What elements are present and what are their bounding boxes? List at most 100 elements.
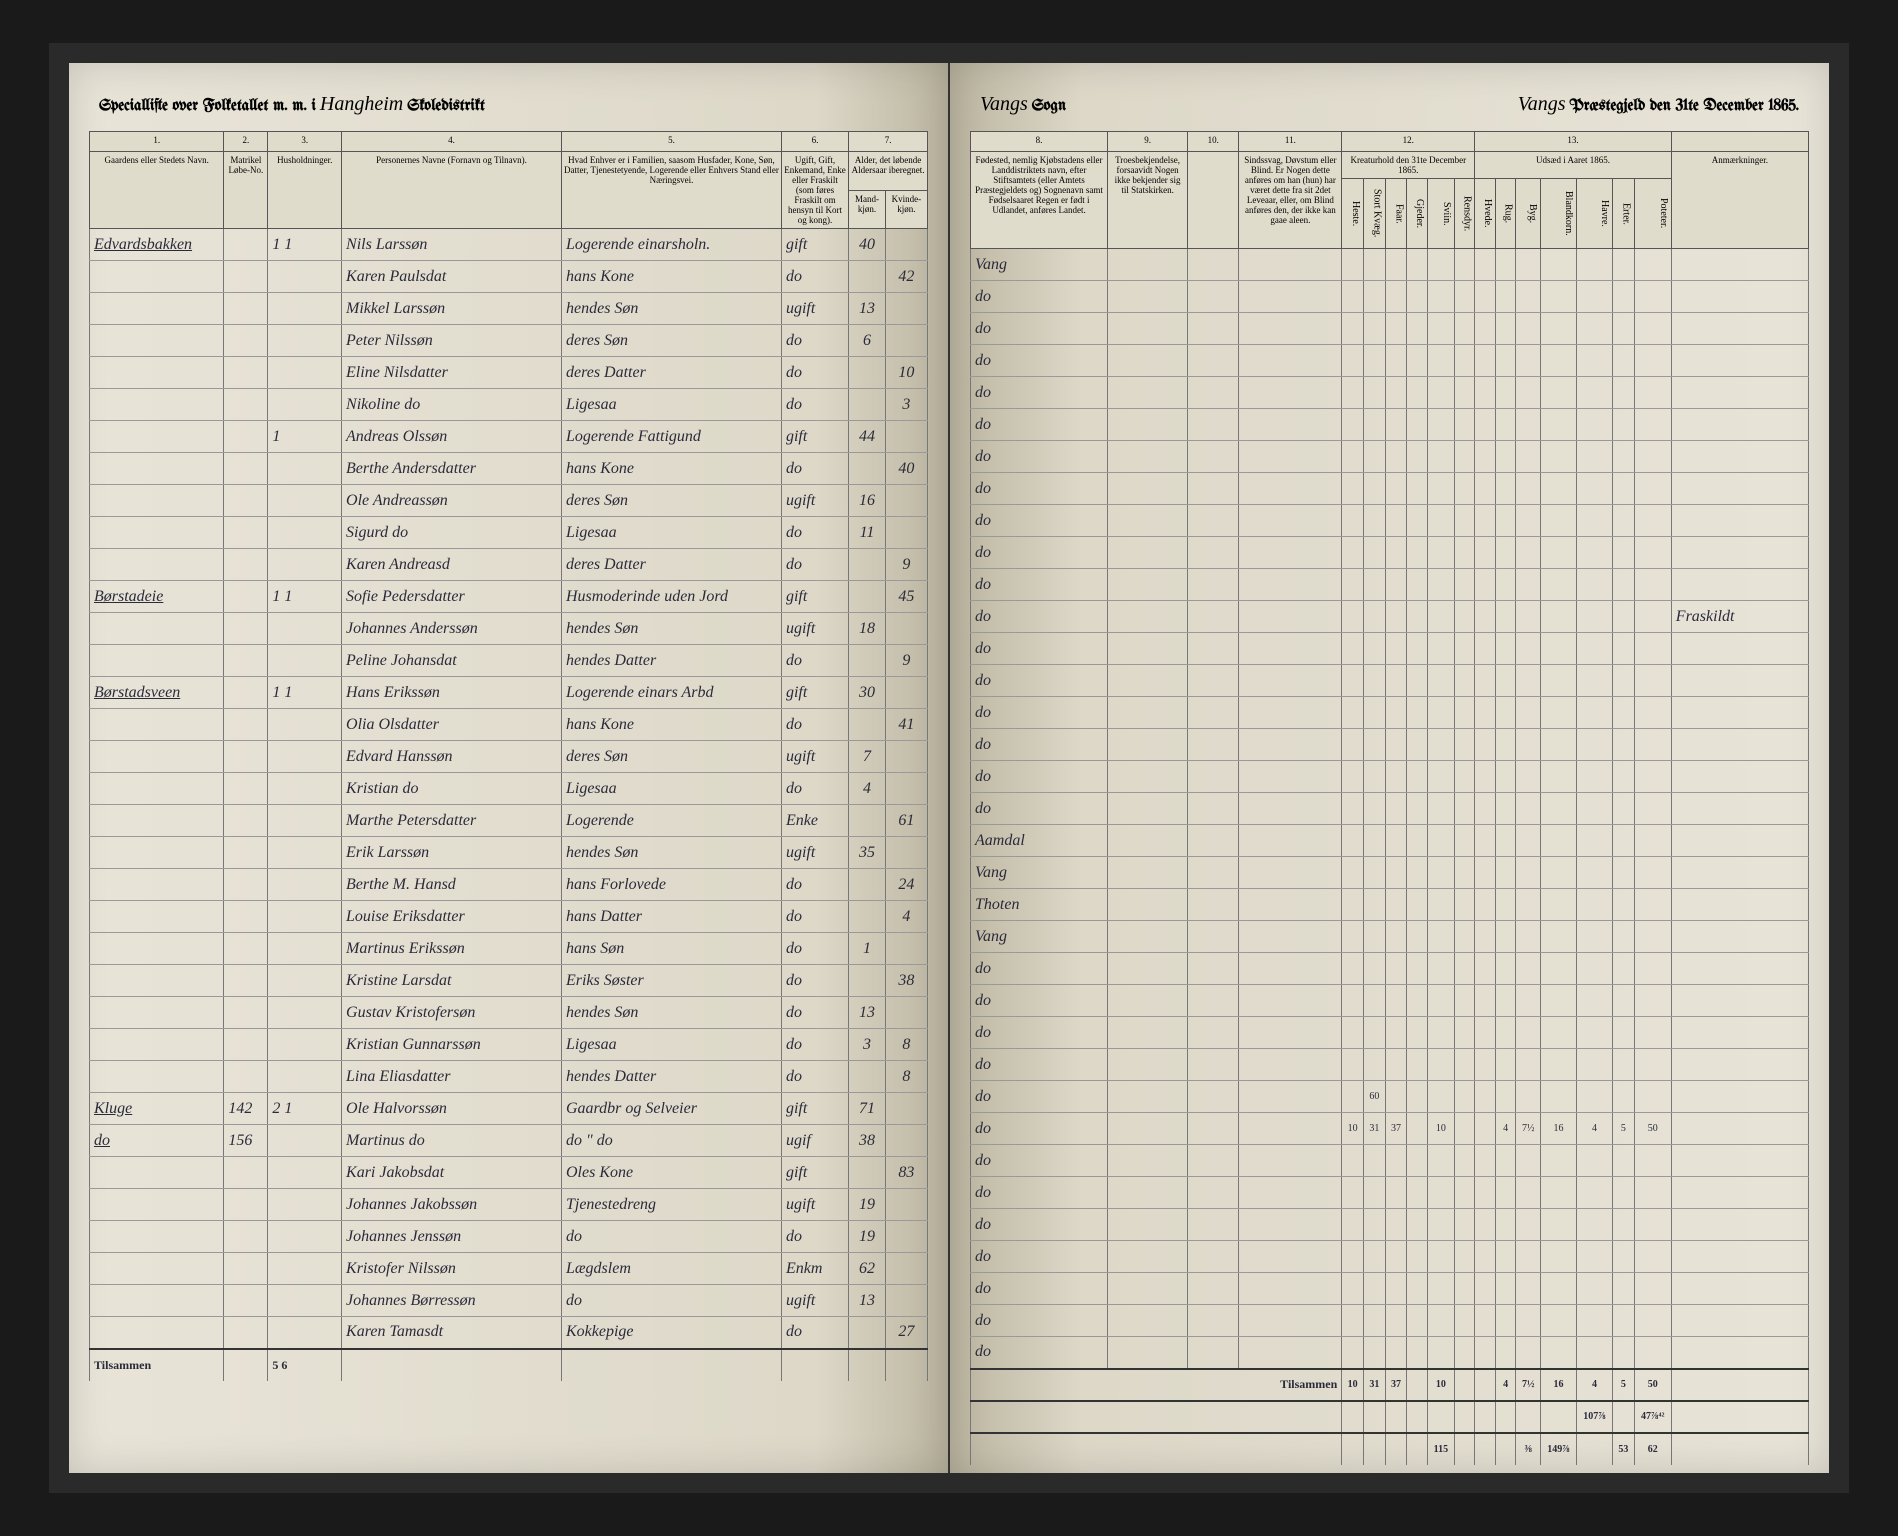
cell [1516,313,1541,345]
sum-label: Tilsammen [90,1349,224,1381]
cell: 4 [849,773,886,805]
cell: do [781,869,848,901]
cell: 5 [1612,1113,1634,1145]
scribble-cell [1407,1433,1428,1465]
cell [1576,1305,1612,1337]
ledger-row: Marthe PetersdatterLogerendeEnke61 [90,805,928,837]
cell [1188,601,1239,633]
cell [1364,633,1386,665]
cell [90,421,224,453]
cell [885,677,927,709]
cell [1475,1017,1496,1049]
cell [1239,601,1342,633]
remark-cell [1671,953,1808,985]
cell: do [971,1113,1108,1145]
cell: deres Søn [561,485,781,517]
cell: 1 [849,933,886,965]
col-label: Alder, det løbende Aldersaar iberegnet. [849,152,928,191]
cell [1385,1273,1407,1305]
cell [1108,505,1188,537]
scribble-cell: 62 [1634,1433,1671,1465]
cell [1108,857,1188,889]
cell: gift [781,1157,848,1189]
ledger-row: do [971,537,1809,569]
remark-cell [1671,1177,1808,1209]
cell: Karen Paulsdat [342,261,562,293]
cell [1427,1049,1454,1081]
cell [1108,889,1188,921]
col-label: Anmærkninger. [1671,152,1808,249]
cell [1576,729,1612,761]
cell [1342,665,1364,697]
cell [1576,377,1612,409]
cell: do [971,473,1108,505]
cell [1475,1209,1496,1241]
scribble-cell: 115 [1427,1433,1454,1465]
cell: do [781,709,848,741]
cell [1108,985,1188,1017]
cell [1576,1017,1612,1049]
col-label: Ugift, Gift, Enkemand, Enke eller Fraski… [781,152,848,229]
ledger-row: do [971,281,1809,313]
cell [1495,1145,1516,1177]
cell: do [781,1029,848,1061]
remark-cell [1671,729,1808,761]
scribble-cell [1385,1401,1407,1433]
sub-col-label: Havre. [1576,179,1612,249]
cell: do [971,633,1108,665]
cell [1475,409,1496,441]
cell: 3 [849,1029,886,1061]
header-suffix: Skoledistrikt [407,98,485,115]
cell [224,677,268,709]
cell [1342,825,1364,857]
cell [1541,345,1577,377]
cell [1239,921,1342,953]
cell [1239,409,1342,441]
cell [1342,1209,1364,1241]
cell [1108,825,1188,857]
cell [1108,281,1188,313]
cell: 8 [885,1029,927,1061]
cell [1188,1337,1239,1369]
cell [1188,633,1239,665]
ledger-row: do [971,345,1809,377]
cell [1239,441,1342,473]
cell [1364,569,1386,601]
cell [1612,313,1634,345]
cell [1495,793,1516,825]
cell [1364,377,1386,409]
cell [1612,953,1634,985]
cell [268,613,342,645]
cell [1385,825,1407,857]
cell: 38 [849,1125,886,1157]
cell [224,1157,268,1189]
cell: do [971,761,1108,793]
ledger-row: do1031371047½164550 [971,1113,1809,1145]
cell [1364,1049,1386,1081]
cell [1541,1305,1577,1337]
cell [1634,921,1671,953]
cell [1342,1241,1364,1273]
scribble-cell [1454,1433,1475,1465]
cell [1634,633,1671,665]
remark-cell [1671,665,1808,697]
cell: hendes Søn [561,837,781,869]
cell [1342,345,1364,377]
cell [1454,1017,1475,1049]
cell: Johannes Anderssøn [342,613,562,645]
ledger-row: do [971,697,1809,729]
cell: do [90,1125,224,1157]
scribble-cell [1342,1401,1364,1433]
cell [1475,1305,1496,1337]
cell [1475,825,1496,857]
cell [1407,889,1428,921]
cell [1612,505,1634,537]
cell [1188,665,1239,697]
cell [268,773,342,805]
cell [1407,665,1428,697]
cell [268,389,342,421]
cell: do " do [561,1125,781,1157]
cell [1342,537,1364,569]
cell [1495,729,1516,761]
cell [1239,377,1342,409]
